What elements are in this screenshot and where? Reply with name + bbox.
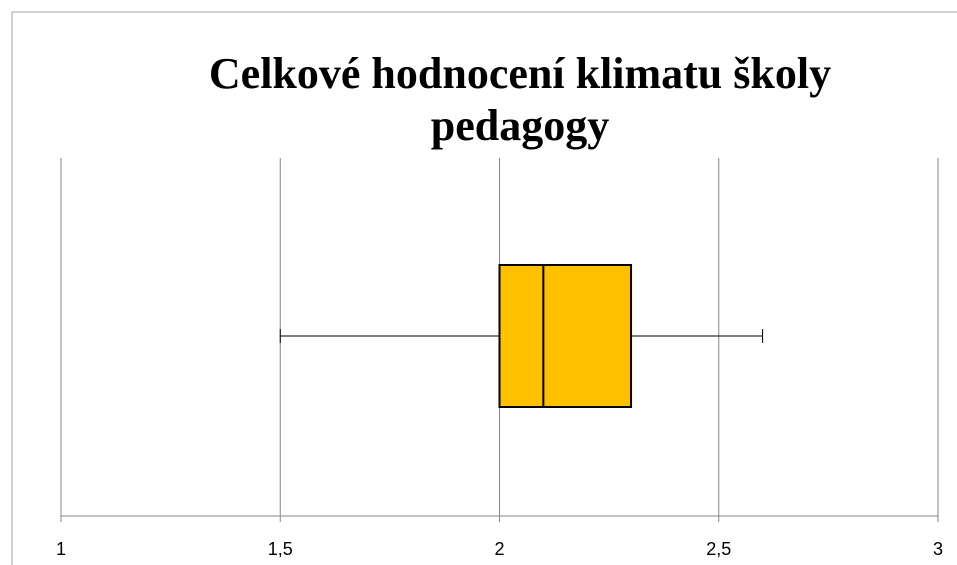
box (498, 264, 633, 408)
x-tick-label: 1 (56, 539, 66, 559)
x-tick-label: 2,5 (706, 539, 731, 559)
chart-border (11, 11, 957, 565)
chart-title-line: pedagogy (431, 101, 609, 150)
chart-title-line: Celkové hodnocení klimatu školy (209, 49, 831, 98)
x-tick-label: 3 (933, 539, 943, 559)
x-tick-label: 1,5 (268, 539, 293, 559)
x-tick-label: 2 (494, 539, 504, 559)
